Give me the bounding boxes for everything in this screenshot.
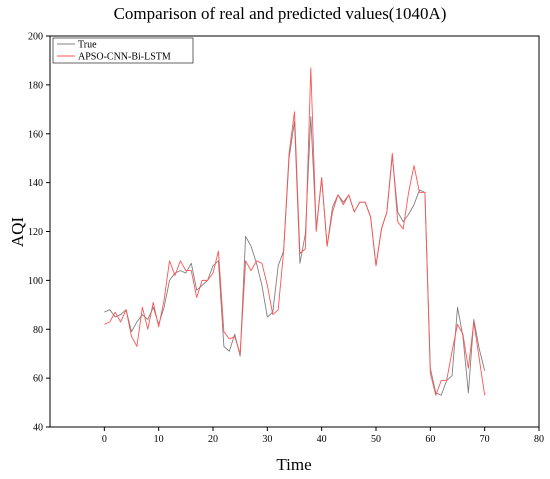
- x-tick-label: 50: [371, 434, 381, 445]
- y-tick-label: 40: [33, 423, 43, 434]
- y-tick-label: 200: [28, 32, 43, 43]
- chart-title: Comparison of real and predicted values(…: [114, 4, 447, 23]
- x-tick-label: 60: [425, 434, 435, 445]
- x-tick-label: 10: [154, 434, 164, 445]
- legend-entry-true: True: [78, 40, 97, 51]
- y-axis-label: AQI: [8, 217, 27, 248]
- series-line-prediction: [104, 67, 486, 396]
- y-tick-label: 160: [28, 129, 43, 140]
- legend-entry-prediction: APSO-CNN-Bi-LSTM: [78, 52, 171, 63]
- y-tick-label: 140: [28, 178, 43, 189]
- x-ticks: 0 10 20 30 40 50 60 70 80: [102, 427, 544, 445]
- series-lines: [104, 67, 486, 396]
- legend-box: [52, 37, 194, 64]
- x-axis-label: Time: [276, 455, 311, 474]
- x-tick-label: 40: [317, 434, 327, 445]
- x-tick-label: 80: [534, 434, 544, 445]
- y-tick-label: 180: [28, 80, 43, 91]
- y-tick-label: 80: [33, 325, 43, 336]
- series-line-true: [104, 116, 486, 396]
- y-tick-label: 100: [28, 276, 43, 287]
- legend: True APSO-CNN-Bi-LSTM: [52, 37, 194, 64]
- x-tick-label: 70: [480, 434, 490, 445]
- y-ticks: 40 60 80 100 120 140 160 180 200: [28, 32, 50, 434]
- x-tick-label: 30: [262, 434, 272, 445]
- y-tick-label: 120: [28, 227, 43, 238]
- x-tick-label: 0: [102, 434, 107, 445]
- x-tick-label: 20: [208, 434, 218, 445]
- y-tick-label: 60: [33, 374, 43, 385]
